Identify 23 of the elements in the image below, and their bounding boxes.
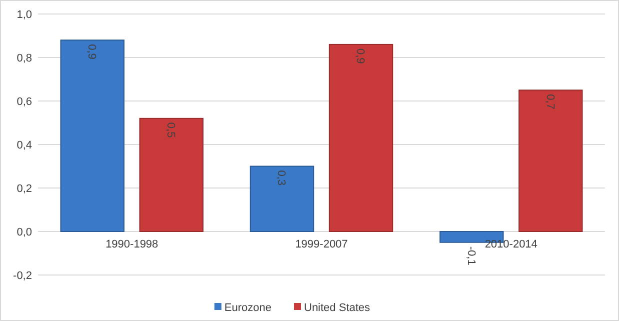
bar xyxy=(139,118,204,232)
y-tick-label: 1,0 xyxy=(16,8,32,21)
x-tick-label: 1999-2007 xyxy=(295,238,348,250)
bar xyxy=(328,44,394,232)
y-tick-label: -0,2 xyxy=(13,270,32,282)
data-label: 0,9 xyxy=(354,48,366,64)
data-label: 0,7 xyxy=(544,94,556,110)
bar xyxy=(518,90,583,232)
data-label: 0,5 xyxy=(164,122,177,138)
y-tick-label: 0,8 xyxy=(16,52,32,64)
data-label: 0,3 xyxy=(275,170,288,186)
x-tick-label: 1990-1998 xyxy=(106,238,158,250)
data-label: 0,9 xyxy=(86,44,98,60)
y-tick-label: 0,6 xyxy=(16,96,32,108)
y-tick-label: 0,0 xyxy=(16,226,32,238)
data-label: -0,1 xyxy=(464,246,477,266)
legend-label: United States xyxy=(304,302,371,314)
y-tick-label: 0,2 xyxy=(16,182,32,195)
legend-label: Eurozone xyxy=(224,302,272,314)
y-tick-label: 0,4 xyxy=(16,139,32,152)
x-tick-label: 2010-2014 xyxy=(484,238,538,250)
bar xyxy=(60,40,124,232)
bar xyxy=(250,166,314,232)
